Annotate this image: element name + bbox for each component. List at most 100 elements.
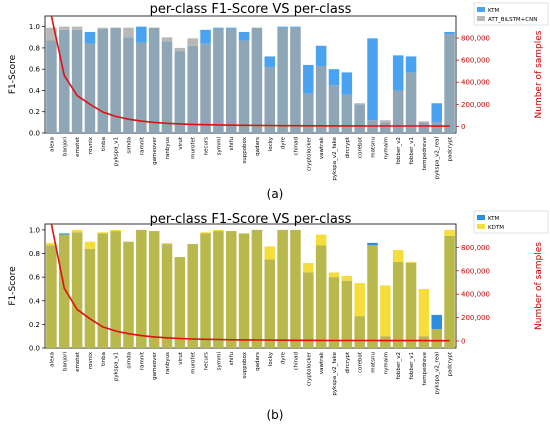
panel-label-a: (a)	[267, 187, 284, 201]
x-tick-label-b: rovnix	[88, 351, 94, 369]
x-tick-label-a: pykspa_v2_fake	[332, 136, 338, 180]
x-tick-label-b: banjori	[62, 352, 68, 372]
bar-exceed-b	[161, 242, 173, 245]
bar-overlap-b	[187, 244, 198, 348]
x-tick-label-b: matsnu	[371, 352, 377, 373]
bar-overlap-b	[264, 259, 276, 348]
bar-overlap-b	[277, 229, 288, 348]
bar-exceed-a	[444, 31, 455, 35]
bar-exceed-a	[58, 26, 70, 30]
bar-overlap-a	[174, 51, 186, 133]
bar-overlap-a	[315, 65, 327, 133]
legend-a: KTM ATT_BiLSTM+CNN	[473, 2, 549, 26]
legend-label-b: KDTM	[488, 225, 504, 231]
bar-overlap-b	[238, 233, 250, 348]
x-tick-label-b: chinad	[293, 352, 299, 370]
legend-box-b	[473, 210, 549, 234]
x-tick-label-b: ranbyus	[165, 352, 171, 374]
bar-overlap-a	[213, 28, 224, 134]
x-tick-label-b: fobber_v1	[409, 352, 415, 379]
x-tick-label-a: necurs	[204, 137, 210, 156]
x-tick-label-b: corebot	[358, 351, 364, 373]
bar-overlap-b	[213, 231, 224, 348]
y-tick-label-b: 0.4	[29, 297, 41, 305]
bar-overlap-b	[251, 229, 263, 348]
x-tick-label-a: fobber_v2	[396, 137, 402, 164]
bar-overlap-b	[110, 231, 121, 348]
bar-overlap-a	[200, 43, 211, 134]
bar-exceed-a	[328, 69, 340, 86]
x-tick-label-b: dircrypt	[345, 351, 351, 373]
x-tick-label-b: alexa	[49, 352, 55, 367]
y2-tick-label-a: 400,000	[461, 79, 490, 87]
x-tick-label-a: gameover	[152, 136, 158, 165]
bar-overlap-b	[444, 235, 455, 348]
panel-label-b: (b)	[267, 408, 284, 422]
x-tick-label-a: tinba	[101, 137, 107, 151]
bar-exceed-a	[277, 26, 288, 28]
bar-overlap-a	[354, 104, 365, 133]
x-tick-label-a: simda	[126, 137, 132, 154]
bar-overlap-a	[84, 43, 96, 134]
x-tick-label-b: tinba	[101, 352, 107, 366]
bar-overlap-a	[161, 41, 173, 134]
bar-overlap-b	[392, 261, 404, 348]
y2-tick-label-a: 200,000	[461, 101, 490, 109]
x-tick-label-b: cryptolocker	[306, 351, 312, 386]
y-tick-label-a: 0.0	[29, 130, 40, 138]
bar-exceed-b	[264, 246, 276, 260]
bar-overlap-b	[431, 329, 443, 348]
x-tick-label-a: padcrypt	[448, 136, 454, 161]
bar-exceed-b	[315, 234, 327, 246]
chart-title-b: per-class F1-Score VS per-class	[150, 212, 352, 227]
bar-overlap-b	[328, 277, 340, 348]
y-tick-label-a: 0.4	[29, 87, 41, 95]
x-tick-label-a: banjori	[62, 137, 68, 157]
bar-exceed-a	[238, 31, 250, 41]
x-tick-label-a: qadars	[255, 137, 261, 156]
y-tick-label-a: 0.6	[29, 66, 41, 74]
bar-overlap-b	[380, 336, 391, 348]
bar-overlap-a	[264, 67, 276, 133]
legend-label-a: KTM	[488, 8, 500, 14]
bar-exceed-b	[367, 242, 378, 246]
bar-exceed-a	[354, 103, 365, 105]
bar-overlap-b	[148, 231, 160, 348]
x-tick-label-a: dircrypt	[345, 136, 351, 158]
bar-overlap-b	[97, 233, 109, 348]
bar-exceed-a	[290, 26, 301, 28]
y2-tick-label-b: 800,000	[461, 244, 490, 252]
bar-overlap-b	[290, 229, 301, 348]
bar-overlap-a	[58, 29, 70, 134]
bar-overlap-b	[71, 232, 83, 348]
x-tick-label-b: virut	[178, 351, 184, 365]
x-tick-label-a: nymaim	[383, 137, 389, 159]
x-tick-label-a: chinad	[293, 137, 299, 155]
y-tick-label-b: 0.6	[29, 274, 41, 282]
x-tick-label-b: ramnit	[139, 351, 145, 370]
bar-overlap-b	[418, 336, 430, 348]
bar-overlap-a	[46, 40, 57, 133]
bar-exceed-b	[341, 275, 353, 281]
bar-exceed-a	[161, 37, 173, 42]
bar-exceed-a	[213, 27, 224, 29]
bar-overlap-a	[123, 37, 134, 133]
bar-exceed-b	[46, 242, 57, 246]
bar-overlap-b	[200, 233, 211, 348]
bar-overlap-b	[136, 229, 147, 348]
y2-tick-label-b: 0	[461, 337, 465, 345]
bar-exceed-b	[84, 241, 96, 249]
bar-exceed-a	[431, 103, 443, 123]
x-tick-label-b: tempedreve	[422, 351, 428, 385]
x-tick-label-a: shifu	[229, 137, 235, 150]
bar-exceed-b	[354, 283, 365, 317]
x-tick-label-a: cryptolocker	[306, 136, 312, 171]
bar-exceed-a	[264, 56, 276, 68]
bar-overlap-a	[380, 122, 391, 133]
bar-exceed-b	[328, 272, 340, 278]
bar-overlap-a	[251, 27, 263, 134]
samples-line-a	[50, 15, 450, 127]
y-axis-label-b: F1-Score	[8, 266, 18, 306]
